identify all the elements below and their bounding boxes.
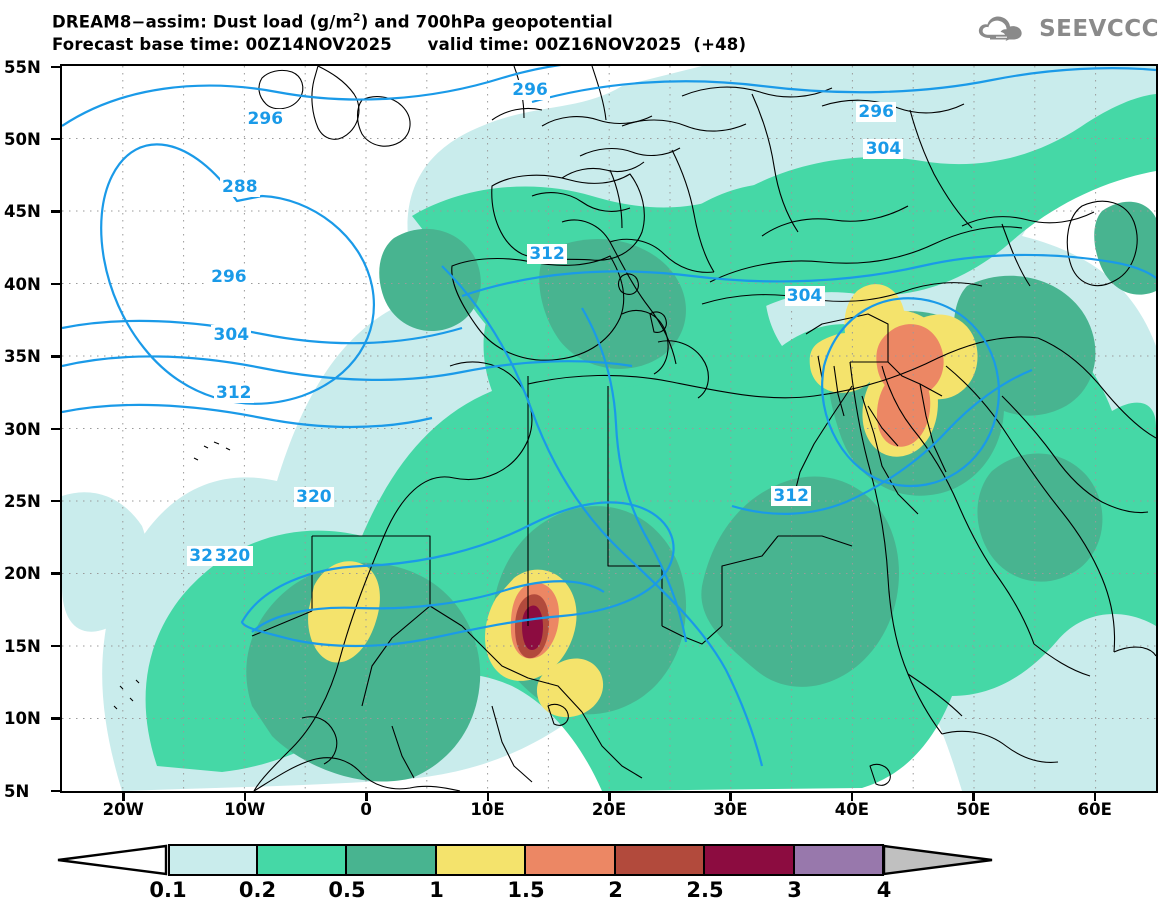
seevccc-logo: SEEVCCC	[976, 14, 1159, 44]
colorbar-band	[347, 844, 437, 876]
colorbar-tick-label: 0.1	[149, 878, 187, 902]
contour-label: 288	[219, 177, 260, 198]
forecast-time-line: Forecast base time: 00Z14NOV2025 valid t…	[52, 34, 747, 54]
longitude-tick-label: 20E	[591, 800, 627, 819]
longitude-tick-label: 10E	[470, 800, 505, 819]
colorbar-band	[257, 844, 347, 876]
latitude-tick-label: 30N	[4, 419, 41, 439]
longitude-tick-label: 30E	[713, 800, 748, 819]
coastlines-and-borders	[113, 66, 1156, 791]
latitude-tick-label: 25N	[4, 491, 41, 511]
longitude-tick-mark	[972, 793, 975, 801]
latitude-tick-mark	[51, 65, 60, 68]
latitude-tick-mark	[51, 572, 60, 575]
longitude-tick-label: 20W	[102, 800, 144, 819]
colorbar-band	[436, 844, 526, 876]
contour-label: 296	[245, 109, 286, 130]
colorbar-extend-high-arrow	[882, 844, 993, 876]
logo-text: SEEVCCC	[1039, 16, 1159, 42]
latitude-tick-label: 40N	[4, 274, 41, 294]
colorbar-band	[615, 844, 705, 876]
map-plot-area	[60, 64, 1158, 793]
latitude-tick-label: 50N	[4, 129, 41, 149]
longitude-tick-mark	[1093, 793, 1097, 801]
latitude-tick-mark	[51, 137, 60, 141]
colorbar-tick-label: 2	[608, 878, 623, 902]
colorbar-tick-label: 1	[429, 878, 444, 902]
contour-label: 312	[771, 485, 812, 506]
contour-label: 304	[784, 285, 825, 306]
colorbar-band	[794, 844, 884, 876]
contour-label: 296	[510, 80, 551, 101]
colorbar-cells	[168, 844, 884, 876]
contour-label: 304	[863, 139, 904, 160]
latitude-tick-label: 35N	[4, 347, 41, 367]
longitude-tick-mark	[243, 793, 247, 801]
colorbar-tick-label: 0.2	[238, 878, 277, 902]
colorbar-tick-label: 0.5	[328, 878, 366, 902]
dust-band-2.5-3	[522, 605, 543, 650]
latitude-tick-mark	[51, 282, 60, 286]
latitude-tick-mark	[51, 717, 60, 720]
latitude-tick-mark	[51, 499, 60, 503]
longitude-tick-mark	[608, 793, 611, 801]
colorbar: 0.1 0.2 0.5 1 1.5 2 2.5 3 4	[0, 838, 1165, 907]
contour-label: 304	[211, 324, 252, 345]
contour-label: 312	[213, 382, 254, 403]
colorbar-tick-label: 3	[787, 878, 802, 902]
colorbar-tick-label: 4	[876, 878, 892, 902]
latitude-tick-label: 45N	[4, 202, 41, 222]
longitude-tick-mark	[486, 793, 490, 801]
cloud-wind-icon	[978, 16, 1022, 41]
colorbar-band	[168, 844, 258, 876]
longitude-tick-label: 40E	[834, 800, 869, 819]
geopotential-contours	[62, 66, 1156, 767]
longitude-tick-mark	[365, 793, 368, 801]
latitude-tick-mark	[51, 427, 60, 430]
colorbar-tick-label: 1.5	[507, 878, 545, 902]
contour-label: 296	[208, 266, 249, 287]
latitude-tick-mark	[51, 355, 60, 358]
title-line1-b: ) and 700hPa geopotential	[360, 12, 613, 32]
latitude-tick-label: 55N	[4, 57, 41, 77]
title-line1-superscript: 2	[352, 11, 361, 24]
contour-label: 320	[212, 546, 253, 567]
latitude-tick-mark	[51, 210, 60, 213]
colorbar-band	[526, 844, 616, 876]
title-line1-a: DREAM8−assim: Dust load (g/m	[52, 12, 353, 32]
longitude-tick-mark	[729, 793, 732, 801]
latitude-tick-label: 10N	[4, 709, 41, 729]
page-title: DREAM8−assim: Dust load (g/m2) and 700hP…	[52, 11, 746, 34]
map-canvas	[62, 66, 1156, 791]
longitude-tick-label: 10W	[224, 800, 266, 819]
longitude-tick-label: 60E	[1077, 800, 1112, 819]
latitude-tick-label: 20N	[4, 564, 41, 584]
longitude-tick-label: 50E	[956, 800, 991, 819]
contour-label: 312	[527, 243, 568, 264]
chart-title-block: DREAM8−assim: Dust load (g/m2) and 700hP…	[52, 11, 746, 56]
colorbar-tick-label: 2.5	[686, 878, 724, 902]
longitude-tick-mark	[122, 793, 125, 801]
latitude-tick-mark	[51, 644, 60, 648]
colorbar-band	[705, 844, 795, 876]
latitude-tick-label: 5N	[4, 781, 30, 801]
latitude-tick-mark	[51, 789, 60, 792]
contour-label: 320	[293, 487, 334, 507]
longitude-tick-label: 0	[360, 800, 372, 819]
longitude-tick-mark	[850, 793, 854, 801]
colorbar-extend-low-arrow	[57, 844, 168, 876]
contour-label: 296	[856, 101, 897, 122]
latitude-tick-label: 15N	[4, 636, 41, 656]
